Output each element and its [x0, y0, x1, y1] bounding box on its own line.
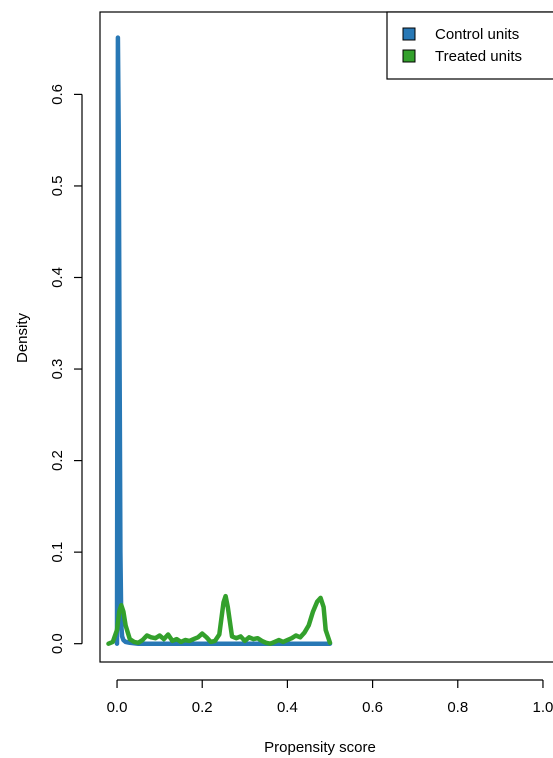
y-tick-label: 0.5	[49, 176, 66, 197]
y-tick-label: 0.3	[49, 359, 66, 380]
x-tick-label: 0.2	[192, 699, 213, 716]
y-tick-label: 0.2	[49, 450, 66, 471]
legend: Control units Treated units	[386, 11, 553, 80]
legend-label-control: Control units	[435, 26, 519, 43]
series-layer	[106, 35, 333, 646]
y-axis: 0.0 0.1 0.2 0.3 0.4 0.5 0.6	[49, 84, 83, 654]
x-tick-label: 0.6	[362, 699, 383, 716]
legend-label-treated: Treated units	[435, 48, 522, 65]
y-tick-label: 0.4	[49, 267, 66, 288]
y-tick-label: 0.6	[49, 84, 66, 105]
x-tick-label: 1.0	[533, 699, 553, 716]
x-axis-label: Propensity score	[264, 739, 376, 756]
y-tick-label: 0.0	[49, 633, 66, 654]
legend-swatch-control	[402, 27, 416, 41]
plot-frame	[99, 11, 553, 663]
legend-swatch-treated	[402, 49, 416, 63]
x-tick-label: 0.0	[107, 699, 128, 716]
x-axis: 0.0 0.2 0.4 0.6 0.8 1.0	[107, 679, 553, 716]
x-tick-label: 0.8	[447, 699, 468, 716]
y-tick-label: 0.1	[49, 542, 66, 563]
series-line-1	[106, 593, 333, 646]
x-tick-label: 0.4	[277, 699, 298, 716]
legend-box	[386, 11, 553, 80]
y-axis-label: Density	[14, 312, 31, 363]
series-line-0	[114, 35, 333, 646]
